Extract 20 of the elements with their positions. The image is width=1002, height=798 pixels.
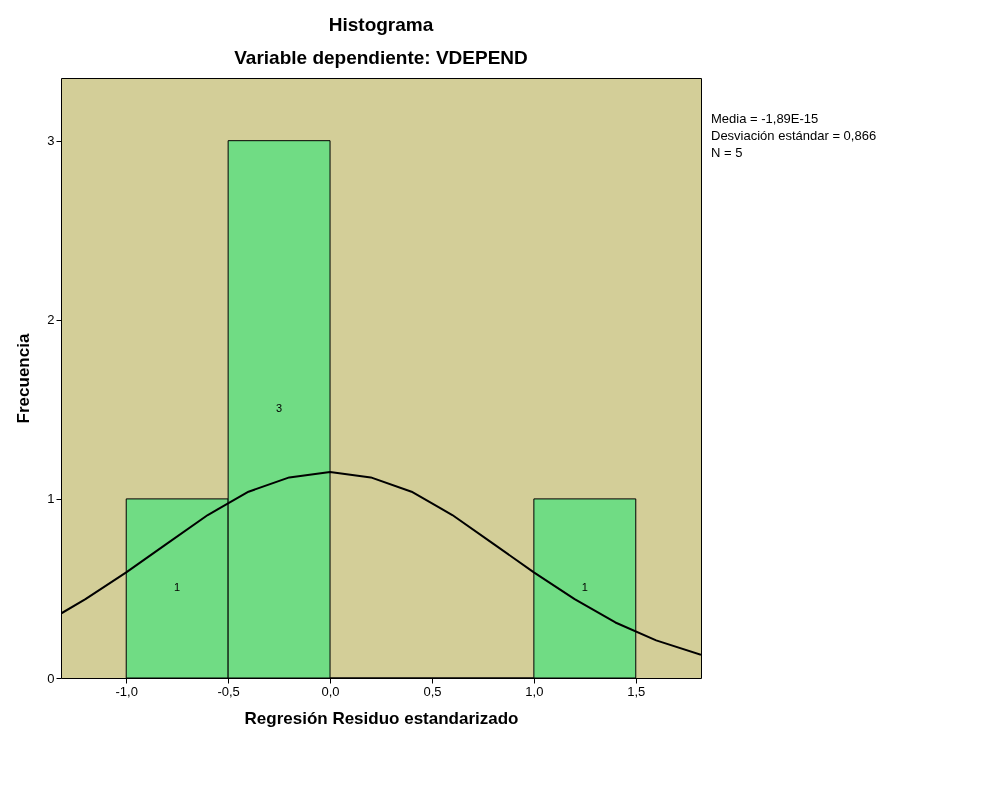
x-tick-label: 1,5 xyxy=(627,683,646,699)
chart-title: Histograma xyxy=(328,14,434,35)
x-tick-label: 0,5 xyxy=(423,683,442,699)
x-tick-label: -1,0 xyxy=(115,683,138,699)
x-tick-label: 1,0 xyxy=(525,683,544,699)
y-tick-label: 1 xyxy=(47,491,55,507)
data-label: 1 xyxy=(581,581,588,594)
x-axis-title: Regresión Residuo estandarizado xyxy=(244,708,519,728)
chart-subtitle: Variable dependiente: VDEPEND xyxy=(234,47,528,68)
data-label: 3 xyxy=(276,402,283,415)
y-tick-label: 3 xyxy=(47,133,55,149)
x-tick-label: 0,0 xyxy=(321,683,340,699)
x-tick-label: -0,5 xyxy=(217,683,240,699)
text: Media = -1,89E-15 xyxy=(711,111,819,126)
text: N = 5 xyxy=(711,145,743,160)
data-label: 1 xyxy=(174,581,181,594)
text: Desviación estándar = 0,866 xyxy=(711,128,877,143)
y-axis-title: Frecuencia xyxy=(14,333,34,424)
y-tick-label: 0 xyxy=(47,670,55,686)
y-tick-label: 2 xyxy=(47,312,55,328)
